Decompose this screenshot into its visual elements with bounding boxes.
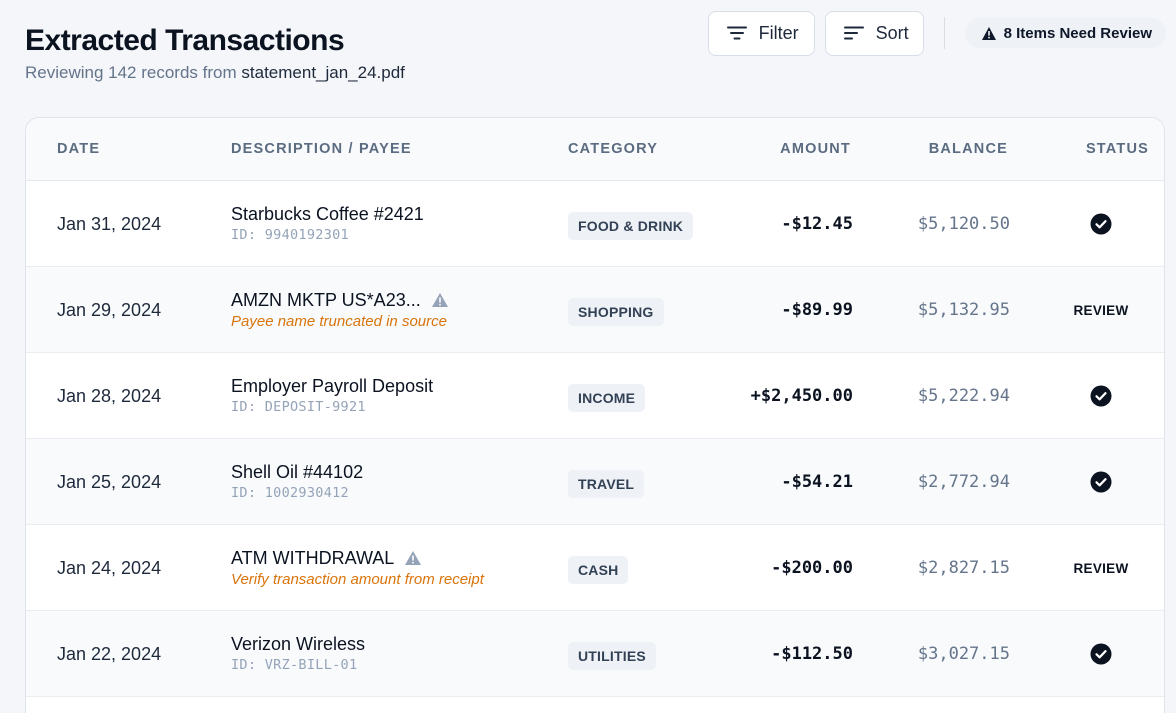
status-cell: REVIEW xyxy=(1046,267,1156,353)
payee-line: Starbucks Coffee #2421 xyxy=(231,203,424,225)
transaction-amount: -$54.21 xyxy=(781,472,853,492)
transaction-description: Starbucks Coffee #2421 ID: 9940192301 xyxy=(231,203,424,243)
check-circle-icon xyxy=(1090,213,1112,235)
column-header-date[interactable]: DATE xyxy=(57,141,101,157)
page-title: Extracted Transactions xyxy=(25,24,345,57)
transaction-id: ID: VRZ-BILL-01 xyxy=(231,657,358,673)
transaction-date: Jan 31, 2024 xyxy=(57,214,162,234)
sort-button[interactable]: Sort xyxy=(824,10,924,56)
warning-triangle-icon xyxy=(981,26,997,41)
category-badge[interactable]: INCOME xyxy=(568,384,646,412)
status-cell: REVIEW xyxy=(1046,525,1156,611)
running-balance: $5,120.50 xyxy=(917,214,1010,234)
subtitle-prefix: Reviewing 142 records from xyxy=(25,63,237,82)
running-balance: $5,222.94 xyxy=(917,386,1010,406)
check-circle-icon xyxy=(1090,385,1112,407)
sort-button-label: Sort xyxy=(875,22,909,43)
running-balance: $3,027.15 xyxy=(917,644,1010,664)
toolbar: Filter Sort 8 Items Need Review xyxy=(707,10,1166,56)
review-status-button[interactable]: REVIEW xyxy=(1073,560,1129,576)
payee-name[interactable]: Shell Oil #44102 xyxy=(231,462,364,482)
check-circle-icon xyxy=(1090,643,1112,665)
payee-name[interactable]: Starbucks Coffee #2421 xyxy=(231,204,424,224)
transaction-date: Jan 22, 2024 xyxy=(57,644,162,664)
review-badge-label: 8 Items Need Review xyxy=(1003,24,1152,42)
payee-line: Shell Oil #44102 xyxy=(231,461,363,483)
filter-lines-icon xyxy=(726,25,747,41)
transaction-description: Verizon Wireless ID: VRZ-BILL-01 xyxy=(231,633,365,673)
transaction-date: Jan 24, 2024 xyxy=(57,558,162,578)
review-count-badge[interactable]: 8 Items Need Review xyxy=(964,18,1166,48)
table-row[interactable]: Jan 24, 2024 ATM WITHDRAWAL Verify transac… xyxy=(26,525,1164,611)
table-header: DATE DESCRIPTION / PAYEE CATEGORY AMOUNT… xyxy=(26,118,1164,181)
transaction-id: ID: DEPOSIT-9921 xyxy=(231,399,366,415)
transaction-amount: -$12.45 xyxy=(781,214,853,234)
table-row[interactable]: Jan 29, 2024 AMZN MKTP US*A23... Payee nam… xyxy=(26,267,1164,353)
transaction-description: Shell Oil #44102 ID: 1002930412 xyxy=(231,461,363,501)
transaction-date: Jan 25, 2024 xyxy=(57,472,162,492)
warning-triangle-icon[interactable] xyxy=(404,550,422,566)
review-note: Verify transaction amount from receipt xyxy=(231,571,484,588)
running-balance: $2,827.15 xyxy=(917,558,1010,578)
payee-name[interactable]: AMZN MKTP US*A23... xyxy=(231,290,421,310)
transaction-date: Jan 29, 2024 xyxy=(57,300,162,320)
review-status-button[interactable]: REVIEW xyxy=(1073,302,1129,318)
column-header-amount[interactable]: AMOUNT xyxy=(780,141,851,157)
table-row[interactable]: Jan 25, 2024 Shell Oil #44102 ID: 10029304… xyxy=(26,439,1164,525)
payee-name[interactable]: Verizon Wireless xyxy=(231,634,366,654)
warning-triangle-icon[interactable] xyxy=(431,292,449,308)
status-cell xyxy=(1046,181,1156,267)
column-header-status[interactable]: STATUS xyxy=(1085,141,1149,157)
payee-line: AMZN MKTP US*A23... xyxy=(231,289,449,311)
category-badge[interactable]: SHOPPING xyxy=(568,298,664,326)
transaction-id: ID: 1002930412 xyxy=(231,485,349,501)
payee-name[interactable]: Employer Payroll Deposit xyxy=(231,376,434,396)
transaction-description: ATM WITHDRAWAL Verify transaction amount … xyxy=(231,547,484,588)
payee-line: Employer Payroll Deposit xyxy=(231,375,433,397)
page-subtitle: Reviewing 142 records from statement_jan… xyxy=(25,62,1176,84)
transaction-amount: -$89.99 xyxy=(781,300,853,320)
column-header-category[interactable]: CATEGORY xyxy=(568,141,659,157)
category-badge[interactable]: UTILITIES xyxy=(568,642,656,670)
transaction-amount: -$200.00 xyxy=(771,558,853,578)
status-cell xyxy=(1046,439,1156,525)
transaction-date: Jan 28, 2024 xyxy=(57,386,162,406)
category-badge[interactable]: TRAVEL xyxy=(568,470,645,498)
running-balance: $2,772.94 xyxy=(917,472,1010,492)
filter-button[interactable]: Filter xyxy=(707,10,815,56)
page-header: Extracted Transactions Reviewing 142 rec… xyxy=(25,22,1176,92)
toolbar-divider xyxy=(943,17,945,49)
category-badge[interactable]: FOOD & DRINK xyxy=(568,212,694,240)
payee-line: Verizon Wireless xyxy=(231,633,365,655)
status-cell xyxy=(1046,611,1156,697)
status-cell xyxy=(1046,353,1156,439)
check-circle-icon xyxy=(1090,471,1112,493)
column-header-balance[interactable]: BALANCE xyxy=(928,141,1008,157)
transaction-id: ID: 9940192301 xyxy=(231,227,349,243)
transaction-amount: -$112.50 xyxy=(771,644,853,664)
source-file-name: statement_jan_24.pdf xyxy=(241,63,405,82)
transaction-description: Employer Payroll Deposit ID: DEPOSIT-9921 xyxy=(231,375,433,415)
review-note: Payee name truncated in source xyxy=(231,313,447,330)
running-balance: $5,132.95 xyxy=(917,300,1010,320)
column-header-description[interactable]: DESCRIPTION / PAYEE xyxy=(231,141,412,157)
category-badge[interactable]: CASH xyxy=(568,556,629,584)
payee-name[interactable]: ATM WITHDRAWAL xyxy=(231,548,395,568)
sort-lines-icon xyxy=(843,25,864,41)
transactions-table: DATE DESCRIPTION / PAYEE CATEGORY AMOUNT… xyxy=(25,117,1165,713)
filter-button-label: Filter xyxy=(758,22,799,43)
table-row[interactable]: Jan 31, 2024 Starbucks Coffee #2421 ID: 99… xyxy=(26,181,1164,267)
table-row[interactable]: Jan 28, 2024 Employer Payroll Deposit ID: … xyxy=(26,353,1164,439)
transaction-description: AMZN MKTP US*A23... Payee name truncated … xyxy=(231,289,449,330)
table-row[interactable]: Jan 22, 2024 Verizon Wireless ID: VRZ-BILL… xyxy=(26,611,1164,697)
transaction-amount: +$2,450.00 xyxy=(750,386,853,406)
payee-line: ATM WITHDRAWAL xyxy=(231,547,484,569)
